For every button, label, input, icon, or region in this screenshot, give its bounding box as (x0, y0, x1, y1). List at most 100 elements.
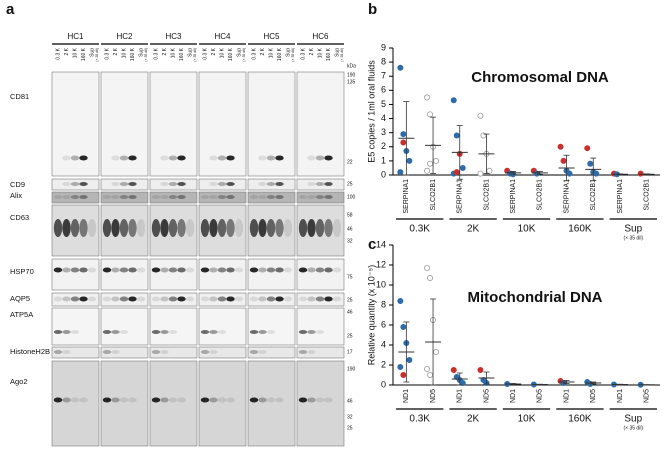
lane-label: 2 K (162, 47, 168, 55)
band (62, 296, 71, 302)
lane-label: Sup (138, 48, 144, 57)
blot (51, 258, 100, 291)
band (307, 397, 316, 403)
unit-label: kDa (347, 63, 356, 69)
band (258, 267, 267, 273)
band (111, 350, 120, 354)
blot (149, 360, 198, 447)
band (200, 195, 210, 199)
band (258, 330, 267, 334)
subject-label: HC2 (116, 32, 133, 41)
band (217, 155, 227, 161)
band (217, 182, 227, 186)
band (136, 219, 146, 237)
band (315, 296, 325, 302)
band (128, 155, 137, 161)
lane-label: 2 K (113, 47, 119, 55)
blot (198, 307, 247, 346)
band (111, 182, 120, 186)
band (151, 330, 161, 334)
band (226, 219, 235, 237)
band (249, 397, 259, 403)
band (324, 219, 333, 237)
band (249, 296, 259, 302)
data-point (433, 157, 440, 164)
band (87, 296, 97, 302)
band (226, 397, 235, 403)
y-tick-label: 0 (381, 169, 386, 179)
data-point (486, 167, 493, 174)
data-point (400, 139, 407, 146)
group-label: 0.3K (409, 224, 430, 235)
band (151, 219, 161, 237)
marker-label: 46 (347, 226, 353, 232)
lane-label: 0.3 K (153, 47, 159, 59)
band (249, 267, 259, 273)
x-tick-label: ND5 (483, 389, 490, 403)
band (307, 350, 316, 354)
lane-label: 2 K (64, 47, 70, 55)
blot (100, 360, 149, 447)
band (102, 195, 112, 199)
marker-label: 17 (347, 349, 353, 355)
band (332, 267, 342, 273)
band (258, 397, 267, 403)
subject-label: HC1 (67, 32, 84, 41)
band (53, 267, 63, 273)
row-label: HSP70 (10, 267, 34, 276)
band (217, 296, 227, 302)
band (209, 195, 218, 199)
band (53, 397, 63, 403)
row-label: CD63 (10, 213, 29, 222)
band (160, 155, 169, 161)
band (307, 155, 316, 161)
band (209, 296, 218, 302)
band (62, 219, 71, 237)
band (177, 397, 186, 403)
data-point (406, 157, 413, 164)
x-tick-label: ND1 (403, 389, 410, 403)
marker-label: 135 (347, 79, 356, 85)
lane-label: Sup (89, 48, 95, 57)
x-tick-label: SERPINA1 (403, 179, 410, 214)
band (111, 219, 120, 237)
group-label: 10K (518, 224, 536, 235)
data-point (400, 371, 407, 378)
blot (51, 191, 100, 204)
band (298, 397, 308, 403)
band (87, 267, 97, 273)
data-point (400, 131, 407, 138)
band (102, 296, 112, 302)
band (315, 155, 325, 161)
data-point (450, 366, 457, 373)
chart-title: Mitochondrial DNA (468, 289, 603, 306)
band (275, 397, 284, 403)
subject-label: HC4 (214, 32, 231, 41)
data-point (424, 264, 431, 271)
band (226, 155, 235, 161)
band (151, 397, 161, 403)
blot (100, 346, 149, 359)
band (266, 267, 276, 273)
band (128, 267, 137, 273)
y-tick-label: 6 (381, 85, 386, 95)
band (209, 267, 218, 273)
band (258, 155, 267, 161)
data-point (477, 170, 484, 177)
band (177, 267, 186, 273)
band (79, 195, 88, 199)
band (226, 195, 235, 199)
data-point (427, 274, 434, 281)
row-label: Alix (10, 191, 22, 200)
x-tick-label: SERPINA1 (563, 179, 570, 214)
data-point (427, 371, 434, 378)
row-label: Ago2 (10, 377, 28, 386)
data-point (406, 356, 413, 363)
y-axis-label: Relative quantity (x 10⁻⁵) (366, 265, 376, 366)
band (79, 219, 88, 237)
lane-label: 10 K (317, 47, 323, 58)
band (315, 219, 325, 237)
blot (51, 360, 100, 447)
band (136, 296, 146, 302)
lane-label: 160 K (277, 47, 283, 61)
